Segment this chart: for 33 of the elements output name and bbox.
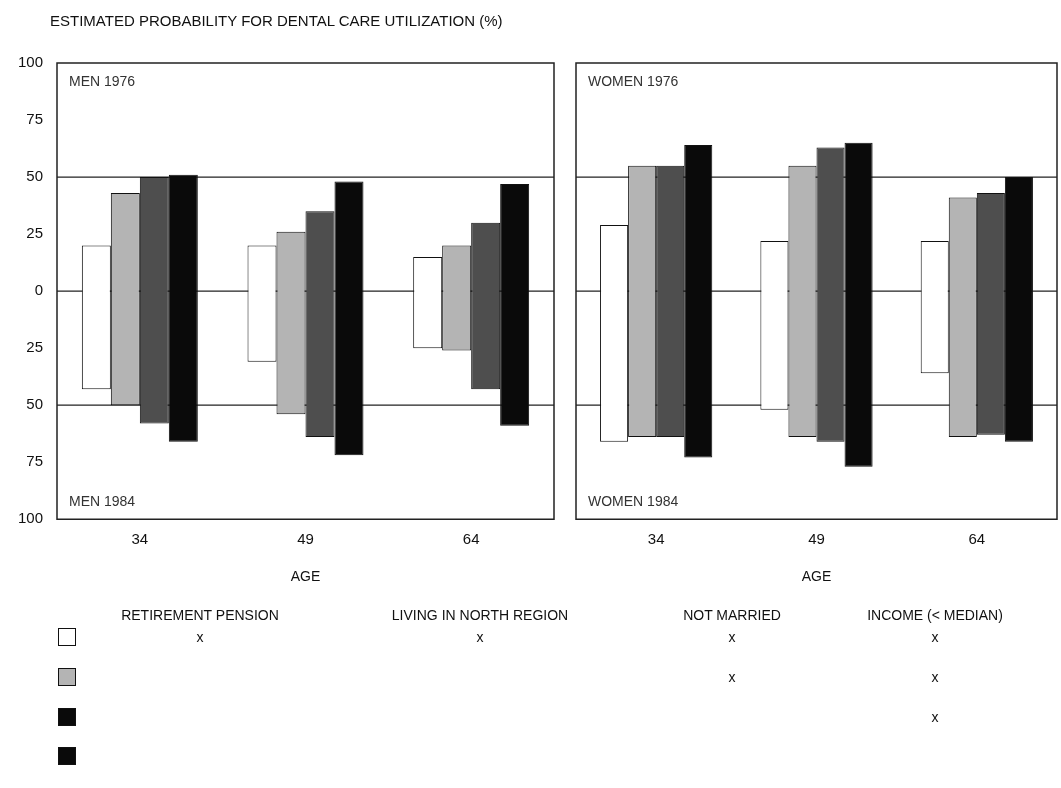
x-tick-label: 49 <box>808 530 825 548</box>
text: x <box>931 669 939 685</box>
x-axis-title: AGE <box>290 568 321 585</box>
y-tick-label: 0 <box>34 281 43 299</box>
y-tick-label: 100 <box>17 53 43 71</box>
x-tick-label: 34 <box>647 530 665 548</box>
y-tick-label: 25 <box>26 224 43 242</box>
text: x <box>196 629 204 645</box>
x-tick-label: 64 <box>462 530 480 548</box>
y-tick-label: 75 <box>26 110 43 128</box>
annotation: WOMEN 1984 <box>588 493 679 510</box>
text: x <box>476 629 484 645</box>
text: x <box>728 669 736 685</box>
annotation: MEN 1984 <box>69 493 136 510</box>
x-axis-title: AGE <box>801 568 832 585</box>
category-label: LIVING IN NORTH REGION <box>391 607 569 623</box>
y-tick-label: 75 <box>26 452 43 470</box>
annotation: MEN 1976 <box>69 72 136 89</box>
category-label: INCOME (< MEDIAN) <box>867 607 1003 623</box>
y-tick-label: 100 <box>17 509 43 527</box>
text: x <box>728 629 736 645</box>
text: x <box>931 709 939 725</box>
y-tick-label: 25 <box>26 338 43 356</box>
x-tick-label: 64 <box>968 530 986 548</box>
x-tick-label: 49 <box>297 530 314 548</box>
annotation: WOMEN 1976 <box>588 72 679 89</box>
chart-title: ESTIMATED PROBABILITY FOR DENTAL CARE UTILIZATION (%) <box>50 12 503 29</box>
y-tick-label: 50 <box>26 167 43 185</box>
y-tick-label: 50 <box>26 395 43 413</box>
x-tick-label: 34 <box>131 530 149 548</box>
text: x <box>931 629 939 645</box>
category-label: NOT MARRIED <box>683 607 781 623</box>
category-label: RETIREMENT PENSION <box>121 607 279 623</box>
